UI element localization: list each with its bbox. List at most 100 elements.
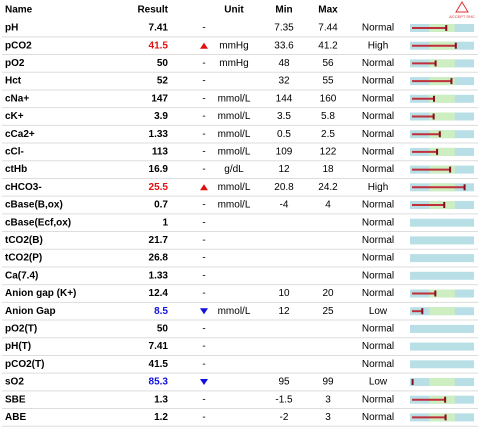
row-name: cBase(Ecf,ox) <box>5 217 71 228</box>
row-name: cHCO3- <box>5 182 42 193</box>
row-status: Normal <box>362 93 394 104</box>
row-dash: - <box>202 412 205 423</box>
row-result: 1.33 <box>149 129 169 140</box>
row-result: 7.41 <box>149 341 169 352</box>
row-result: 41.5 <box>149 40 169 51</box>
logo-text: ACCEPT SHC <box>449 14 475 19</box>
row-dash: - <box>202 288 205 299</box>
row-name: cNa+ <box>5 93 29 104</box>
row-result: 0.7 <box>154 200 168 211</box>
row-max: 25 <box>322 306 334 317</box>
range-bar <box>410 360 474 369</box>
value-marker <box>434 290 437 297</box>
row-result: 113 <box>152 147 169 158</box>
row-status: Normal <box>362 394 394 405</box>
flag-down <box>200 379 208 385</box>
row-unit: mmHg <box>219 58 248 69</box>
row-name: pH(T) <box>5 341 31 352</box>
row-status: Normal <box>362 324 394 335</box>
row-max: 18 <box>322 164 334 175</box>
header-max: Max <box>318 5 338 16</box>
row-max: 122 <box>320 147 337 158</box>
row-max: 20 <box>322 288 334 299</box>
row-result: 50 <box>157 58 169 69</box>
row-dash: - <box>202 394 205 405</box>
row-result: 12.4 <box>149 288 169 299</box>
row-dash: - <box>202 23 205 34</box>
row-status: Normal <box>362 23 394 34</box>
row-max: 3 <box>325 394 331 405</box>
row-result: 1 <box>162 217 168 228</box>
flag-up <box>200 184 208 191</box>
row-name: pCO2(T) <box>5 359 44 370</box>
row-min: 144 <box>276 93 293 104</box>
row-result: 16.9 <box>149 164 169 175</box>
normal-range <box>429 59 455 68</box>
row-name: pH <box>5 23 18 34</box>
row-result: 26.8 <box>149 253 169 264</box>
row-name: cK+ <box>5 111 24 122</box>
row-min: 32 <box>278 76 290 87</box>
row-dash: - <box>202 217 205 228</box>
row-min: 3.5 <box>277 111 291 122</box>
row-dash: - <box>202 200 205 211</box>
row-unit: mmHg <box>219 40 248 51</box>
row-unit: mmol/L <box>218 93 251 104</box>
row-dash: - <box>202 164 205 175</box>
row-result: 1.3 <box>154 394 168 405</box>
row-max: 5.8 <box>321 111 335 122</box>
row-status: Normal <box>362 200 394 211</box>
row-unit: mmol/L <box>218 306 251 317</box>
row-max: 56 <box>322 58 334 69</box>
row-status: Normal <box>362 341 394 352</box>
row-result: 3.9 <box>154 111 168 122</box>
row-status: Normal <box>362 147 394 158</box>
range-bar <box>410 254 474 263</box>
row-name: cBase(B,ox) <box>5 200 63 211</box>
row-name: cCa2+ <box>5 129 35 140</box>
row-result: 8.5 <box>154 306 168 317</box>
row-name: cCl- <box>5 147 24 158</box>
row-name: pO2 <box>5 58 25 69</box>
row-unit: g/dL <box>224 164 244 175</box>
row-status: Low <box>369 377 388 388</box>
row-unit: mmol/L <box>218 147 251 158</box>
value-marker <box>443 202 446 208</box>
row-max: 41.2 <box>318 40 338 51</box>
flag-up <box>200 42 208 49</box>
row-min: 33.6 <box>274 40 294 51</box>
row-dash: - <box>202 270 205 281</box>
row-name: tCO2(P) <box>5 253 42 264</box>
normal-range <box>429 289 455 298</box>
row-result: 1.2 <box>154 412 168 423</box>
row-status: Normal <box>362 288 394 299</box>
row-dash: - <box>202 111 205 122</box>
row-dash: - <box>202 93 205 104</box>
header-unit: Unit <box>224 5 244 16</box>
row-status: Normal <box>362 412 394 423</box>
row-result: 7.41 <box>149 23 169 34</box>
row-status: Normal <box>362 359 394 370</box>
range-bar <box>410 342 474 351</box>
range-bar <box>410 271 474 280</box>
row-max: 160 <box>320 93 337 104</box>
value-marker <box>432 113 435 120</box>
row-max: 99 <box>322 377 334 388</box>
row-name: pO2(T) <box>5 324 37 335</box>
row-name: ABE <box>5 412 26 423</box>
value-marker <box>411 379 414 385</box>
row-name: Anion gap (K+) <box>5 288 76 299</box>
row-name: sO2 <box>5 377 24 388</box>
value-marker <box>450 78 453 85</box>
normal-range <box>429 147 455 156</box>
row-result: 85.3 <box>149 377 169 388</box>
row-dash: - <box>202 129 205 140</box>
row-result: 25.5 <box>149 182 169 193</box>
row-min: 12 <box>278 306 290 317</box>
row-status: High <box>368 182 389 193</box>
row-dash: - <box>202 76 205 87</box>
row-result: 41.5 <box>149 359 169 370</box>
row-name: pCO2 <box>5 40 32 51</box>
normal-range <box>429 307 455 316</box>
